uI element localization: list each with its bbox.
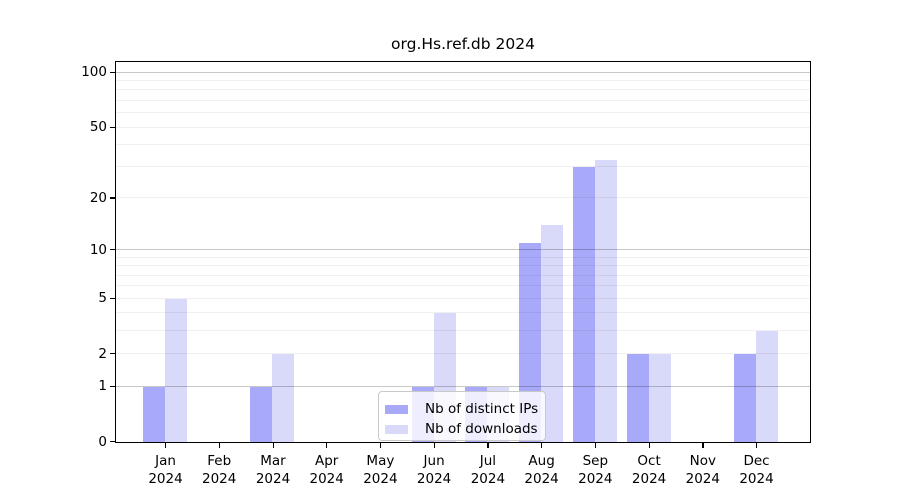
gridline: [116, 256, 810, 258]
gridline: [116, 126, 810, 128]
y-axis-tick: [110, 249, 115, 251]
x-tick-label: Sep 2024: [578, 453, 613, 487]
y-axis-tick: [110, 353, 115, 355]
x-tick-label: Dec 2024: [739, 453, 774, 487]
x-axis-tick: [756, 443, 758, 448]
legend-item-distinct-ips: Nb of distinct IPs: [385, 399, 545, 419]
y-tick-label: 10: [89, 241, 107, 258]
gridline: [116, 353, 810, 355]
gridline: [116, 385, 810, 387]
x-tick-label: Nov 2024: [685, 453, 720, 487]
bar-distinct-ips-dec: [734, 354, 757, 442]
bar-distinct-ips-sep: [572, 167, 595, 442]
y-axis-tick: [110, 126, 115, 128]
gridline: [116, 285, 810, 287]
x-axis-tick: [487, 443, 489, 448]
y-axis-tick: [110, 441, 115, 443]
legend-swatch-distinct-ips-icon: [385, 404, 408, 414]
x-axis-tick: [433, 443, 435, 448]
y-tick-label: 0: [98, 433, 107, 450]
x-axis-tick: [272, 443, 274, 448]
legend-item-downloads: Nb of downloads: [385, 419, 545, 439]
bar-downloads-oct: [648, 354, 671, 442]
y-tick-label: 5: [98, 290, 107, 307]
bar-downloads-sep: [594, 159, 617, 442]
bar-downloads-jan: [165, 298, 187, 442]
x-axis-tick: [702, 443, 704, 448]
gridline: [116, 143, 810, 145]
x-axis-tick: [379, 443, 382, 448]
gridline: [116, 71, 810, 73]
gridline: [116, 100, 810, 101]
legend-swatch-downloads-icon: [385, 424, 408, 434]
bar-downloads-aug: [541, 225, 564, 442]
legend-label-distinct-ips: Nb of distinct IPs: [425, 401, 539, 417]
x-axis-tick: [326, 443, 328, 448]
gridline: [116, 166, 810, 168]
x-axis-tick: [648, 443, 650, 448]
x-tick-label: May 2024: [363, 453, 398, 487]
x-tick-label: Jul 2024: [470, 453, 506, 487]
bar-downloads-dec: [756, 331, 779, 442]
x-axis-tick: [594, 443, 597, 448]
y-axis-tick: [110, 197, 115, 199]
x-tick-label: Apr 2024: [309, 453, 344, 487]
bar-distinct-ips-jan: [143, 386, 165, 442]
gridline: [116, 265, 810, 267]
y-axis-tick: [110, 71, 115, 74]
gridline: [116, 330, 810, 332]
x-tick-label: Aug 2024: [524, 453, 559, 487]
legend: Nb of distinct IPs Nb of downloads: [378, 391, 546, 441]
x-axis-tick: [541, 443, 543, 448]
gridline: [116, 112, 810, 114]
plot-area: [115, 61, 811, 443]
x-axis-tick: [218, 443, 220, 448]
bar-downloads-mar: [272, 354, 295, 442]
x-axis-tick: [165, 443, 167, 448]
y-axis-tick: [110, 297, 115, 299]
gridline: [116, 297, 810, 299]
x-tick-label: Jun 2024: [416, 453, 452, 487]
gridline: [116, 312, 810, 314]
x-tick-label: Oct 2024: [631, 453, 667, 487]
y-axis-tick: [110, 385, 115, 387]
legend-label-downloads: Nb of downloads: [425, 421, 538, 437]
y-tick-label: 20: [89, 189, 107, 206]
x-tick-label: Jan 2024: [148, 453, 183, 487]
bar-distinct-ips-mar: [250, 386, 273, 442]
x-tick-label: Feb 2024: [202, 453, 237, 487]
chart-title: org.Hs.ref.db 2024: [391, 35, 535, 53]
y-tick-label: 2: [98, 345, 107, 362]
gridline: [116, 80, 810, 82]
gridline: [116, 249, 810, 251]
gridline: [116, 197, 810, 199]
bar-distinct-ips-oct: [626, 354, 649, 442]
gridline: [116, 274, 810, 276]
y-tick-label: 100: [81, 64, 107, 81]
y-tick-label: 1: [98, 378, 107, 394]
gridline: [116, 89, 810, 91]
x-tick-label: Mar 2024: [255, 453, 291, 487]
y-tick-label: 50: [89, 119, 107, 135]
